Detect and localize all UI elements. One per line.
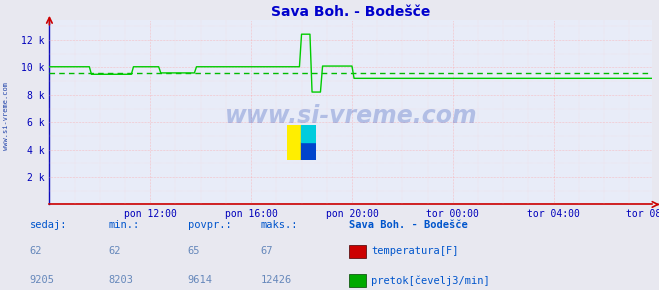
Bar (287, 125, 302, 160)
Text: 12426: 12426 (260, 275, 291, 285)
Text: Sava Boh. - Bodešče: Sava Boh. - Bodešče (349, 220, 468, 230)
Bar (302, 142, 316, 160)
Text: sedaj:: sedaj: (30, 220, 67, 230)
Text: 8203: 8203 (109, 275, 134, 285)
Text: 62: 62 (109, 246, 121, 256)
Text: 9614: 9614 (188, 275, 213, 285)
Text: 65: 65 (188, 246, 200, 256)
Text: 62: 62 (30, 246, 42, 256)
Text: povpr.:: povpr.: (188, 220, 231, 230)
Text: maks.:: maks.: (260, 220, 298, 230)
Text: 67: 67 (260, 246, 273, 256)
Text: www.si-vreme.com: www.si-vreme.com (3, 82, 9, 150)
Bar (302, 125, 316, 142)
Text: 9205: 9205 (30, 275, 55, 285)
Text: www.si-vreme.com: www.si-vreme.com (225, 104, 477, 128)
FancyBboxPatch shape (349, 274, 366, 287)
Text: min.:: min.: (109, 220, 140, 230)
Text: pretok[čevelj3/min]: pretok[čevelj3/min] (371, 275, 490, 286)
Text: temperatura[F]: temperatura[F] (371, 246, 459, 256)
Title: Sava Boh. - Bodešče: Sava Boh. - Bodešče (272, 5, 430, 19)
FancyBboxPatch shape (349, 244, 366, 258)
